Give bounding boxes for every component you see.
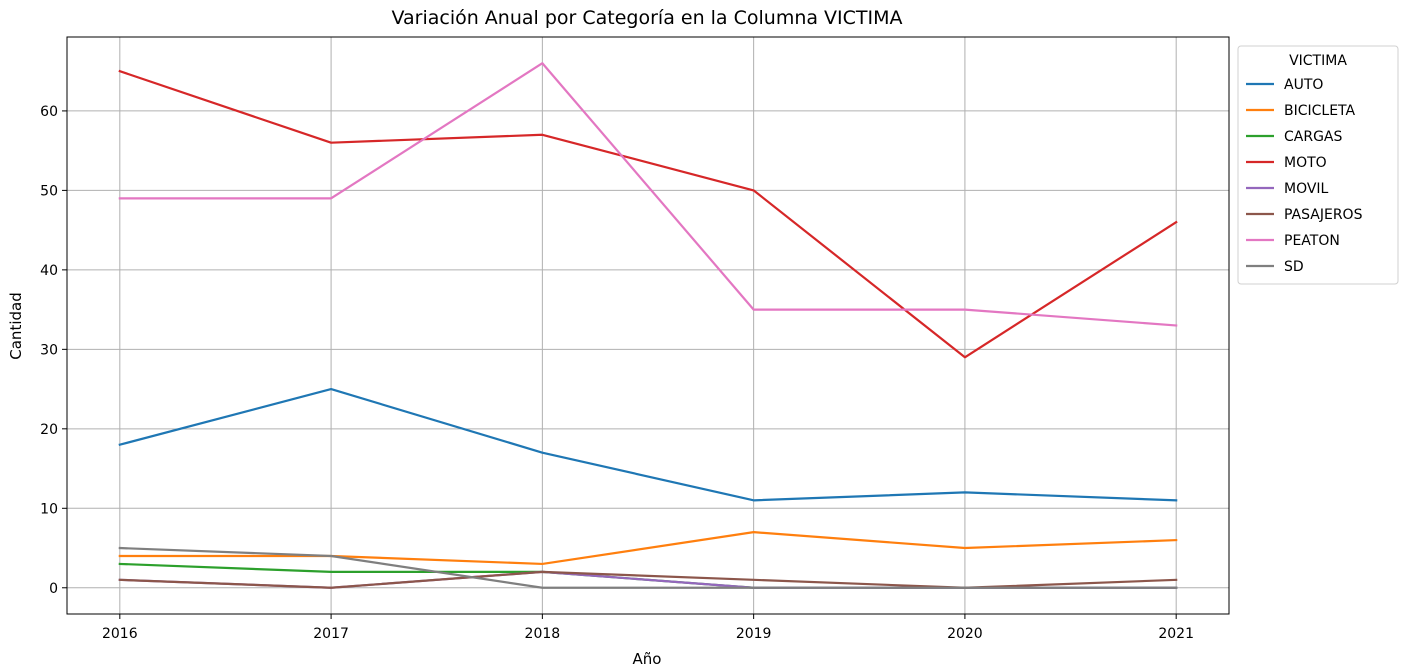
legend-title: VICTIMA [1289, 53, 1347, 69]
y-tick-label: 40 [40, 263, 58, 279]
legend-label-sd: SD [1284, 259, 1304, 275]
y-tick-label: 20 [40, 422, 58, 438]
legend-label-cargas: CARGAS [1284, 129, 1343, 145]
y-tick-label: 0 [49, 581, 58, 597]
x-tick-label: 2019 [736, 626, 772, 642]
x-tick-label: 2021 [1158, 626, 1194, 642]
series-lines [118, 62, 1178, 589]
x-tick-label: 2017 [313, 626, 349, 642]
legend-label-auto: AUTO [1284, 77, 1323, 93]
grid [67, 37, 1229, 614]
legend-label-bicicleta: BICICLETA [1284, 103, 1356, 119]
x-axis-ticks: 2016 2017 2018 2019 2020 2021 [102, 614, 1194, 642]
y-tick-label: 50 [40, 183, 58, 199]
x-tick-label: 2018 [525, 626, 561, 642]
legend: VICTIMA AUTO BICICLETA CARGAS MOTO MOVIL PASAJ… [1237, 45, 1399, 285]
legend-label-movil: MOVIL [1284, 181, 1329, 197]
legend-label-pasajeros: PASAJEROS [1284, 207, 1363, 223]
y-axis-ticks: 0 10 20 30 40 50 60 [40, 104, 67, 597]
y-axis-label: Cantidad [7, 292, 25, 359]
legend-label-moto: MOTO [1284, 155, 1327, 171]
x-tick-label: 2020 [947, 626, 983, 642]
series-line-pasajeros [118, 570, 1178, 589]
series-line-bicicleta [118, 531, 1178, 566]
legend-box [1237, 45, 1399, 285]
series-line-peaton [118, 62, 1178, 327]
y-tick-label: 10 [40, 501, 58, 517]
y-tick-label: 60 [40, 104, 58, 120]
x-axis-label: Año [633, 650, 662, 668]
series-line-auto [118, 387, 1178, 502]
plot-frame [66, 36, 1230, 615]
series-line-sd [118, 546, 1178, 589]
series-line-moto [118, 69, 1178, 359]
x-tick-label: 2016 [102, 626, 138, 642]
legend-label-peaton: PEATON [1284, 233, 1340, 249]
y-tick-label: 30 [40, 342, 58, 358]
chart-title: Variación Anual por Categoría en la Colu… [391, 7, 902, 29]
